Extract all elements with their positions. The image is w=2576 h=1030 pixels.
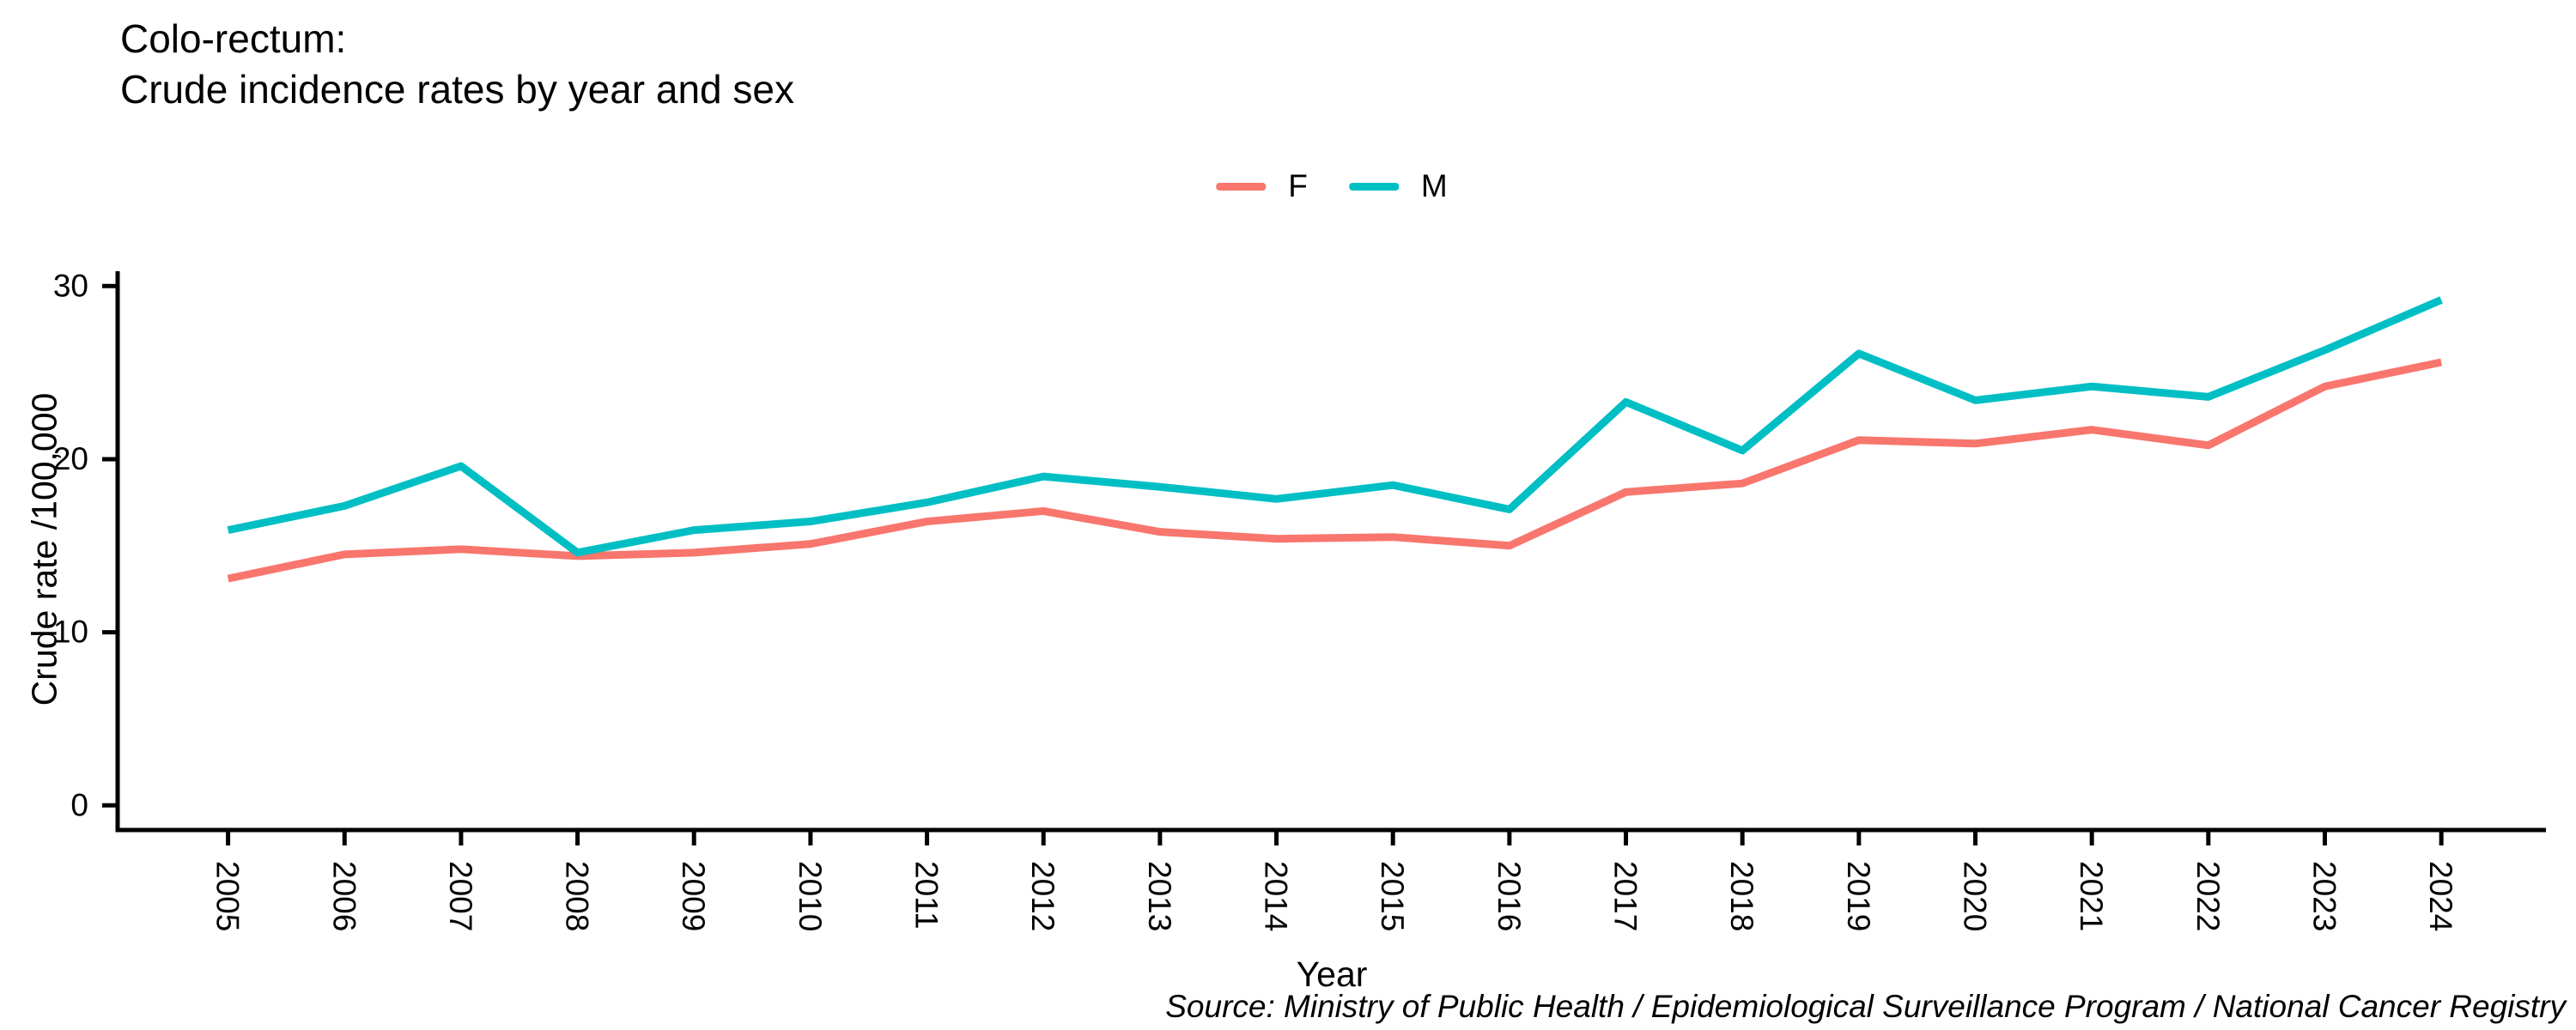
legend-label-f: F (1288, 168, 1308, 203)
x-tick-label: 2013 (1142, 861, 1177, 931)
y-tick-label: 20 (53, 441, 88, 476)
x-axis-title: Year (1296, 954, 1368, 994)
x-tick-label: 2024 (2423, 861, 2458, 931)
x-tick-label: 2011 (909, 861, 945, 930)
x-tick-label: 2020 (1958, 861, 1993, 931)
legend-item-f: F (1216, 168, 1308, 204)
x-tick-label: 2010 (793, 861, 828, 931)
chart-title-line2: Crude incidence rates by year and sex (120, 66, 794, 112)
x-tick-label: 2016 (1492, 861, 1527, 931)
legend: F M (1216, 168, 1448, 204)
x-tick-label: 2005 (210, 861, 246, 931)
x-tick-label: 2022 (2190, 861, 2226, 931)
x-tick-label: 2023 (2306, 861, 2342, 931)
x-tick-label: 2009 (676, 861, 711, 931)
chart-title-line1: Colo-rectum: (120, 16, 347, 61)
y-tick-label: 0 (70, 787, 88, 822)
series-line-f (227, 358, 2443, 583)
legend-swatch-f-icon (1216, 182, 1267, 191)
x-tick-label: 2012 (1025, 861, 1060, 931)
x-tick-label: 2018 (1724, 861, 1759, 931)
y-tick-label: 10 (53, 615, 88, 650)
chart-title: Colo-rectum: Crude incidence rates by ye… (120, 14, 794, 115)
x-tick-label: 2015 (1375, 861, 1410, 931)
legend-item-m: M (1348, 168, 1448, 204)
source-caption: Source: Ministry of Public Health / Epid… (1165, 989, 2566, 1024)
legend-label-m: M (1420, 168, 1448, 203)
y-tick-label: 30 (53, 268, 88, 303)
x-tick-label: 2007 (443, 861, 478, 931)
x-tick-label: 2019 (1841, 861, 1876, 931)
series-line-m (227, 296, 2443, 557)
x-tick-label: 2014 (1259, 861, 1294, 931)
x-tick-label: 2021 (2074, 861, 2109, 931)
x-tick-label: 2017 (1608, 861, 1643, 931)
legend-swatch-m-icon (1348, 182, 1399, 191)
x-tick-label: 2008 (560, 861, 595, 931)
x-tick-label: 2006 (326, 861, 361, 931)
